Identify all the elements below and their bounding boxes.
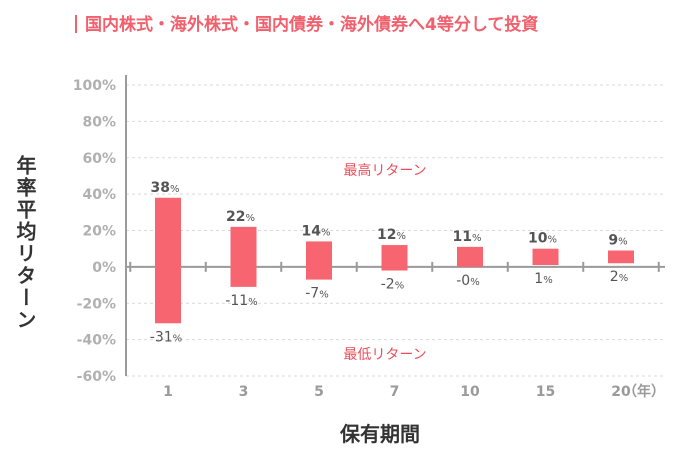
high-value-label: 9% bbox=[608, 233, 627, 249]
low-value-label: -0% bbox=[456, 273, 479, 289]
x-tick-label: 3 bbox=[239, 384, 249, 400]
x-tick-label: 10 bbox=[460, 384, 480, 400]
max-return-annotation: 最高リターン bbox=[343, 162, 426, 179]
y-tick-label: -40% bbox=[77, 333, 116, 349]
range-bar bbox=[381, 245, 408, 271]
low-value-label: 1% bbox=[534, 271, 552, 287]
high-value-label: 12% bbox=[377, 227, 406, 243]
y-tick-label: 60% bbox=[82, 151, 116, 167]
range-bar bbox=[155, 197, 181, 324]
low-value-label: -31% bbox=[150, 329, 182, 345]
high-value-label: 22% bbox=[226, 209, 255, 225]
x-tick-label: 20 bbox=[611, 384, 631, 400]
y-tick-label: 80% bbox=[82, 114, 116, 130]
range-bar bbox=[608, 250, 634, 264]
range-bar bbox=[230, 226, 257, 287]
y-tick-label: 0% bbox=[92, 260, 116, 276]
y-axis-label: 年率平均リターン bbox=[13, 155, 37, 331]
x-tick-label: 15 bbox=[536, 384, 555, 400]
x-tick-label: 7 bbox=[390, 384, 400, 400]
x-tick-label: 1 bbox=[163, 384, 173, 400]
high-value-label: 10% bbox=[528, 231, 557, 247]
range-bar bbox=[306, 241, 332, 280]
title-accent-bar bbox=[75, 15, 77, 33]
x-unit-label: （年） bbox=[623, 383, 665, 400]
low-value-label: 2% bbox=[610, 269, 628, 285]
low-value-label: -11% bbox=[225, 293, 257, 309]
chart-title: 国内株式・海外株式・国内債券・海外債券へ4等分して投資 bbox=[75, 10, 675, 36]
x-axis-label: 保有期間 bbox=[340, 422, 420, 446]
y-tick-label: -60% bbox=[77, 369, 116, 385]
high-value-label: 11% bbox=[453, 229, 482, 245]
y-tick-label: 100% bbox=[73, 78, 116, 94]
y-tick-label: 40% bbox=[82, 187, 116, 203]
chart-title-text: 国内株式・海外株式・国内債券・海外債券へ4等分して投資 bbox=[85, 15, 539, 35]
range-bar bbox=[457, 246, 483, 267]
y-tick-label: -20% bbox=[77, 296, 116, 312]
high-value-label: 38% bbox=[151, 180, 180, 196]
low-value-label: -7% bbox=[305, 286, 328, 302]
min-return-annotation: 最低リターン bbox=[343, 347, 426, 363]
low-value-label: -2% bbox=[381, 277, 404, 293]
high-value-label: 14% bbox=[302, 223, 331, 239]
y-tick-label: 20% bbox=[82, 224, 116, 240]
x-tick-label: 5 bbox=[314, 384, 324, 400]
range-bar bbox=[532, 248, 559, 266]
